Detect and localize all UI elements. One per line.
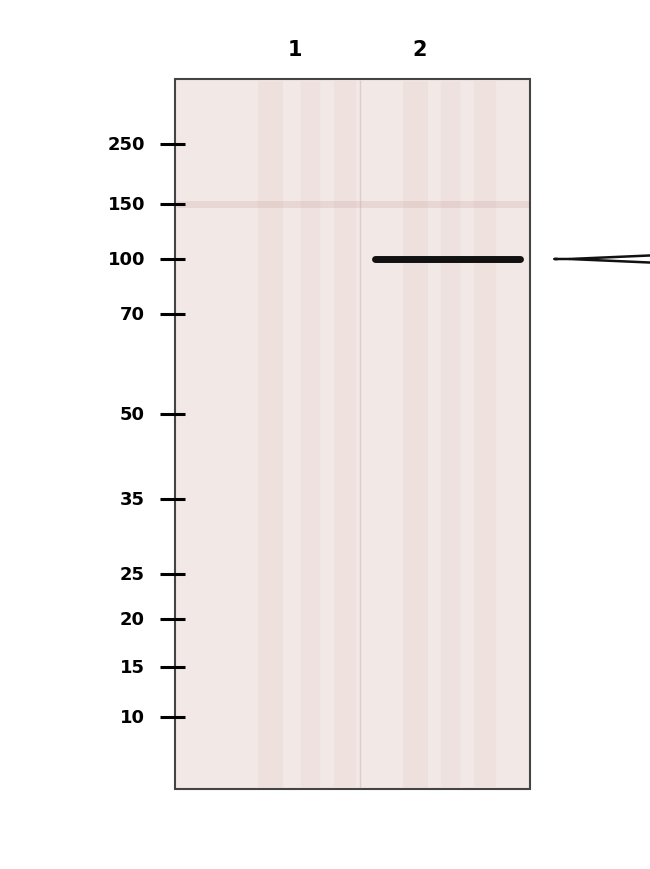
Text: 10: 10	[120, 708, 145, 726]
Text: 25: 25	[120, 566, 145, 583]
Text: 15: 15	[120, 658, 145, 676]
Text: 35: 35	[120, 490, 145, 508]
Text: 20: 20	[120, 610, 145, 628]
Text: 70: 70	[120, 306, 145, 323]
Text: 100: 100	[107, 251, 145, 269]
Text: 250: 250	[107, 136, 145, 154]
Text: 50: 50	[120, 406, 145, 423]
Text: 150: 150	[107, 196, 145, 214]
Text: 1: 1	[288, 40, 302, 60]
Text: 2: 2	[413, 40, 427, 60]
Bar	[175, 80, 530, 789]
